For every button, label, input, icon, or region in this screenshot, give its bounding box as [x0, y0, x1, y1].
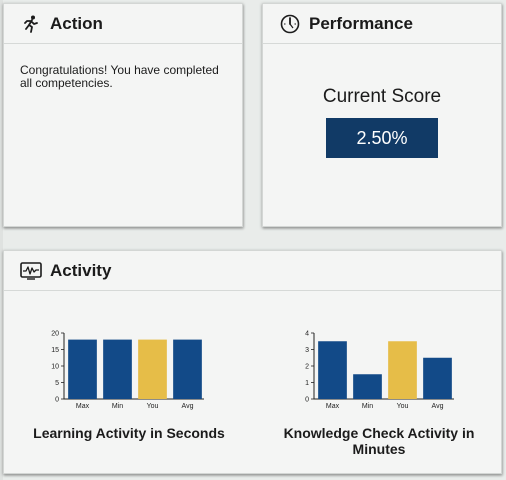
activity-monitor-icon — [20, 260, 42, 282]
learning-activity-category-label: You — [147, 403, 159, 410]
learning-activity-category-label: Avg — [182, 403, 194, 410]
learning-activity-chart-title: Learning Activity in Seconds — [33, 425, 225, 441]
current-score-value: 2.50% — [326, 118, 438, 158]
learning-activity-ytick-label: 10 — [51, 364, 59, 371]
learning-activity-bar-min — [103, 339, 132, 399]
knowledge-check-chart: 0 1 2 3 4 Max Min You Avg Knowledge Check Activi… — [264, 329, 494, 458]
learning-activity-bar-avg — [173, 339, 202, 399]
learning-activity-chart: 0 5 10 15 20 Max Min You Avg Learning Activity i… — [14, 329, 244, 442]
performance-card-header: Performance — [263, 4, 501, 44]
running-person-icon — [20, 13, 42, 35]
knowledge-check-chart-title: Knowledge Check Activity in Minutes — [283, 425, 475, 457]
learning-activity-chart-svg: 0 5 10 15 20 Max Min You Avg — [51, 331, 204, 410]
action-card-header: Action — [4, 4, 242, 44]
knowledge-check-bar-avg — [423, 357, 452, 399]
performance-card: Performance Current Score 2.50% — [262, 3, 502, 227]
gauge-icon — [279, 13, 301, 35]
knowledge-check-bar-you — [388, 341, 417, 399]
knowledge-check-ytick-label: 0 — [305, 397, 309, 404]
knowledge-check-category-label: Max — [326, 403, 340, 410]
performance-body: Current Score 2.50% — [263, 86, 501, 158]
activity-card-title: Activity — [50, 260, 112, 280]
left-edge-strip — [0, 0, 3, 480]
current-score-label: Current Score — [322, 86, 442, 107]
action-card-title: Action — [50, 13, 103, 33]
performance-card-title: Performance — [309, 13, 413, 33]
knowledge-check-category-label: Avg — [432, 403, 444, 410]
knowledge-check-ytick-label: 4 — [305, 331, 309, 338]
knowledge-check-bar-max — [318, 341, 347, 399]
learning-activity-ytick-label: 5 — [55, 380, 59, 387]
learning-activity-bar-you — [138, 339, 167, 399]
learning-activity-ytick-label: 15 — [51, 347, 59, 354]
action-card: Action Congratulations! You have complet… — [3, 3, 243, 227]
learning-activity-ytick-label: 20 — [51, 331, 59, 338]
knowledge-check-category-label: You — [397, 403, 409, 410]
knowledge-check-chart-svg: 0 1 2 3 4 Max Min You Avg — [305, 331, 454, 410]
knowledge-check-category-label: Min — [362, 403, 373, 410]
learning-activity-bar-max — [68, 339, 97, 399]
knowledge-check-ytick-label: 1 — [305, 380, 309, 387]
activity-card: Activity 0 5 10 15 20 Max Min You Avg Learning A… — [3, 250, 502, 474]
knowledge-check-ytick-label: 3 — [305, 347, 309, 354]
learning-activity-ytick-label: 0 — [55, 397, 59, 404]
learning-activity-category-label: Max — [76, 403, 90, 410]
activity-card-header: Activity — [4, 251, 501, 291]
action-message: Congratulations! You have completed all … — [20, 63, 219, 90]
knowledge-check-bar-min — [353, 374, 382, 399]
knowledge-check-ytick-label: 2 — [305, 364, 309, 371]
learning-activity-category-label: Min — [112, 403, 123, 410]
